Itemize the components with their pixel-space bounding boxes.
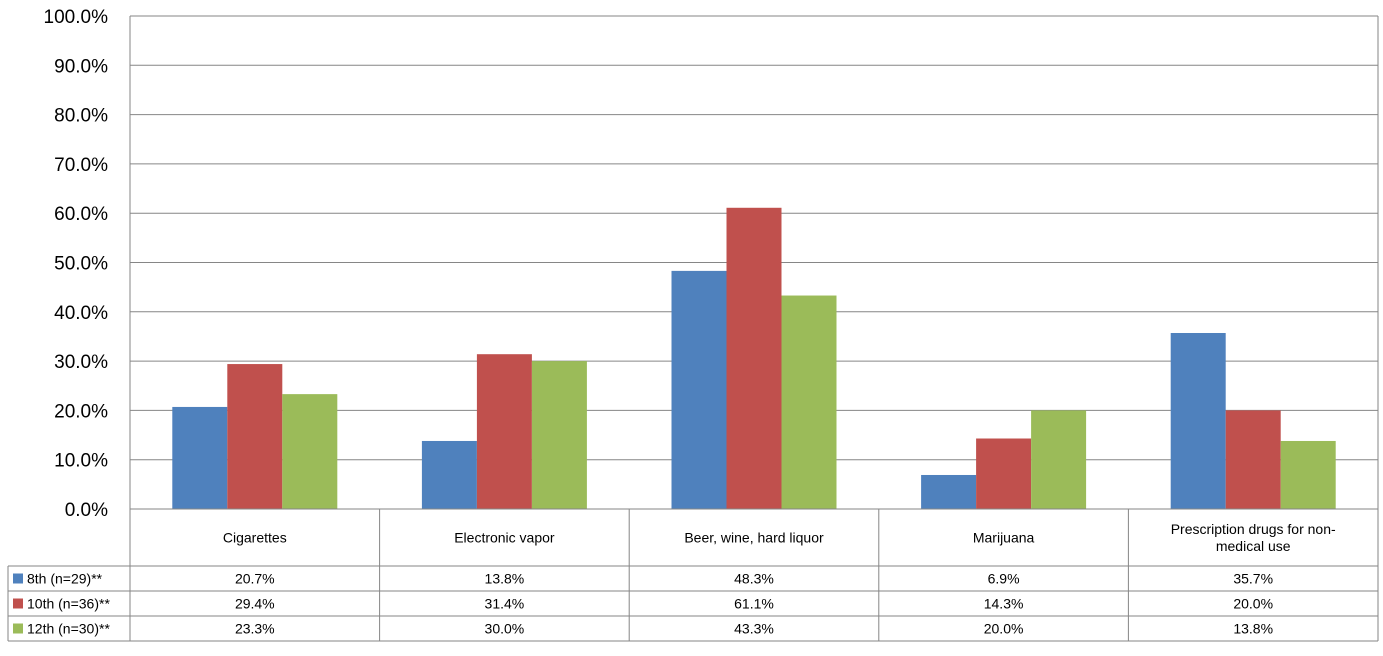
bar bbox=[726, 207, 782, 510]
data-table-value: 43.3% bbox=[734, 621, 774, 637]
data-table-value: 35.7% bbox=[1233, 571, 1273, 587]
y-tick-label: 100.0% bbox=[44, 7, 109, 28]
legend-key bbox=[13, 573, 23, 584]
y-axis-tick-labels: 0.0% 10.0% 20.0% 30.0% 40.0% 50.0% 60.0% 70.0% 8… bbox=[44, 7, 109, 521]
category-label: medical use bbox=[1216, 538, 1291, 554]
data-table-value: 20.7% bbox=[235, 571, 275, 587]
bar bbox=[976, 438, 1032, 509]
bar bbox=[227, 364, 283, 509]
y-tick-label: 10.0% bbox=[54, 451, 108, 472]
legend-key bbox=[13, 598, 23, 609]
bar bbox=[1170, 332, 1226, 509]
legend-label: 8th (n=29)** bbox=[27, 571, 103, 587]
data-table-value: 31.4% bbox=[485, 596, 525, 612]
y-tick-label: 60.0% bbox=[54, 204, 108, 225]
bar bbox=[476, 354, 532, 509]
bar bbox=[921, 474, 977, 509]
category-label: Cigarettes bbox=[223, 530, 287, 546]
bar bbox=[671, 270, 727, 509]
y-tick-label: 40.0% bbox=[54, 303, 108, 324]
y-tick-label: 30.0% bbox=[54, 352, 108, 373]
category-label: Beer, wine, hard liquor bbox=[684, 530, 824, 546]
legend-label: 12th (n=30)** bbox=[27, 621, 110, 637]
category-label: Prescription drugs for non- bbox=[1171, 521, 1336, 537]
data-table-value: 48.3% bbox=[734, 571, 774, 587]
y-tick-label: 70.0% bbox=[54, 155, 108, 176]
data-table-value: 14.3% bbox=[984, 596, 1024, 612]
bar bbox=[1031, 410, 1087, 509]
category-label: Electronic vapor bbox=[454, 530, 555, 546]
data-table-value: 30.0% bbox=[485, 621, 525, 637]
y-tick-label: 20.0% bbox=[54, 401, 108, 422]
bar bbox=[172, 406, 228, 509]
bar bbox=[421, 440, 477, 509]
data-table: Cigarettes Electronic vapor Beer, wine, ha… bbox=[7, 508, 1379, 642]
y-tick-label: 90.0% bbox=[54, 56, 108, 77]
bars bbox=[172, 207, 1336, 510]
data-table-value: 13.8% bbox=[485, 571, 525, 587]
data-table-value: 29.4% bbox=[235, 596, 275, 612]
legend-label: 10th (n=36)** bbox=[27, 596, 110, 612]
bar bbox=[282, 394, 338, 509]
bar bbox=[1280, 440, 1336, 509]
bar bbox=[1225, 410, 1281, 509]
data-table-value: 20.0% bbox=[1233, 596, 1273, 612]
y-tick-label: 0.0% bbox=[65, 500, 108, 521]
bar bbox=[531, 361, 587, 509]
category-label: Marijuana bbox=[973, 530, 1035, 546]
data-table-value: 20.0% bbox=[984, 621, 1024, 637]
data-table-value: 13.8% bbox=[1233, 621, 1273, 637]
data-table-value: 61.1% bbox=[734, 596, 774, 612]
legend-key bbox=[13, 623, 23, 634]
data-table-value: 23.3% bbox=[235, 621, 275, 637]
y-tick-label: 50.0% bbox=[54, 254, 108, 275]
bar bbox=[781, 295, 837, 509]
y-tick-label: 80.0% bbox=[54, 106, 108, 127]
data-table-value: 6.9% bbox=[988, 571, 1020, 587]
